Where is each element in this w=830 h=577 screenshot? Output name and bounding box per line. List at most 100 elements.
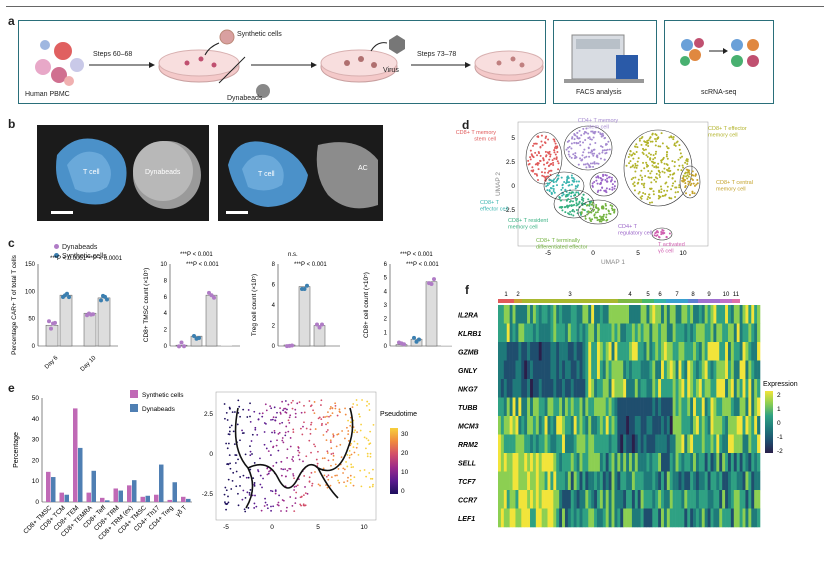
pseudotime-point	[243, 508, 246, 511]
heatmap-cell	[518, 323, 522, 343]
umap-point	[638, 139, 641, 142]
pseudotime-point	[372, 468, 374, 471]
heatmap-cell	[661, 342, 665, 361]
y-tick-label: 8	[272, 262, 276, 268]
heatmap-cell	[617, 434, 621, 454]
umap-point	[634, 170, 637, 173]
umap-point	[652, 158, 655, 161]
umap-point	[684, 171, 687, 174]
heatmap-cell	[562, 490, 566, 509]
heatmap-cell	[500, 305, 505, 324]
dynabeads-label-sem: Dynabeads	[145, 169, 181, 176]
heatmap-cell	[658, 305, 662, 324]
cluster-bar	[522, 299, 618, 303]
heatmap-cell	[745, 342, 749, 361]
heatmap-cell	[666, 508, 671, 528]
umap-point	[582, 193, 585, 196]
heatmap-cell	[684, 453, 688, 472]
pseudotime-point	[346, 426, 348, 429]
pseudotime-point	[255, 505, 258, 508]
umap-point	[579, 157, 582, 160]
heatmap-cell	[564, 342, 569, 361]
umap-point	[604, 189, 607, 192]
expression-heatmap: 1 2 3 4 5 6 7 8 9 10 11IL2RAKLRB1GZMBGNLYNKG7TUBBM…	[458, 292, 798, 528]
heatmap-cell	[751, 416, 755, 435]
y-tick-label: 4	[164, 311, 168, 317]
umap-point	[589, 162, 592, 165]
umap-point	[691, 190, 694, 193]
heatmap-cell	[742, 379, 746, 398]
heatmap-cell	[658, 397, 662, 417]
data-point	[99, 298, 103, 303]
gene-label: GNLY	[458, 368, 478, 375]
heatmap-cell	[701, 453, 705, 472]
pseudotime-point	[329, 406, 332, 408]
heatmap-cell	[553, 305, 557, 324]
heatmap-cell	[695, 453, 700, 472]
umap-point	[595, 205, 598, 208]
umap-point	[529, 158, 532, 161]
heatmap-cell	[727, 434, 732, 454]
heatmap-cell	[739, 434, 743, 454]
umap-point	[596, 190, 599, 193]
umap-point	[631, 165, 634, 168]
cluster-outline	[553, 189, 595, 219]
heatmap-cell	[620, 360, 624, 380]
umap-point	[553, 178, 556, 181]
umap-point	[672, 182, 675, 185]
umap-point	[601, 186, 604, 189]
heatmap-cell	[707, 342, 711, 361]
pseudotime-point	[330, 464, 332, 467]
heatmap-cell	[687, 434, 691, 454]
legend-swatch	[130, 390, 138, 398]
legend-label: Synthetic cells	[142, 392, 184, 399]
heatmap-cell	[675, 360, 679, 380]
umap-point	[587, 151, 590, 154]
heatmap-cell	[719, 323, 723, 343]
heatmap-cell	[640, 508, 644, 528]
heatmap-cell	[704, 471, 708, 491]
heatmap-cell	[754, 305, 758, 324]
umap-point	[687, 171, 690, 174]
heatmap-cell	[562, 453, 566, 472]
umap-point	[573, 138, 576, 141]
pseudotime-point	[338, 410, 341, 413]
umap-point	[589, 201, 592, 204]
pseudotime-point	[299, 503, 302, 506]
heatmap-cell	[690, 360, 694, 380]
heatmap-cell	[588, 305, 592, 324]
heatmap-cell	[719, 471, 723, 491]
pseudotime-point	[356, 442, 359, 445]
heatmap-cell	[725, 342, 729, 361]
umap-point	[555, 180, 558, 183]
heatmap-cell	[739, 360, 743, 380]
umap-point	[598, 152, 601, 155]
heatmap-cell	[608, 379, 612, 398]
heatmap-cell	[658, 323, 662, 343]
heatmap-cell	[704, 490, 708, 509]
heatmap-cell	[736, 471, 740, 491]
x-tick-label: 0	[591, 250, 595, 257]
heatmap-cell	[678, 323, 682, 343]
heatmap-cell	[579, 323, 583, 343]
heatmap-cell	[710, 490, 714, 509]
heatmap-cell	[576, 508, 580, 528]
data-point	[315, 322, 319, 327]
heatmap-cell	[698, 416, 703, 435]
heatmap-cell	[596, 397, 601, 417]
umap-point	[609, 180, 612, 183]
heatmap-cell	[652, 508, 656, 528]
umap-point	[573, 141, 576, 144]
heatmap-cell	[544, 508, 548, 528]
pseudotime-point	[303, 475, 306, 477]
heatmap-cell	[678, 490, 682, 509]
heatmap-cell	[669, 434, 673, 454]
pseudotime-point	[230, 488, 233, 490]
heatmap-cell	[556, 508, 560, 528]
pseudotime-point	[244, 497, 247, 499]
umap-point	[552, 185, 555, 188]
heatmap-cell	[722, 323, 726, 343]
panel-f-label: f	[465, 283, 469, 297]
umap-point	[663, 162, 666, 165]
heatmap-cell	[535, 434, 540, 454]
